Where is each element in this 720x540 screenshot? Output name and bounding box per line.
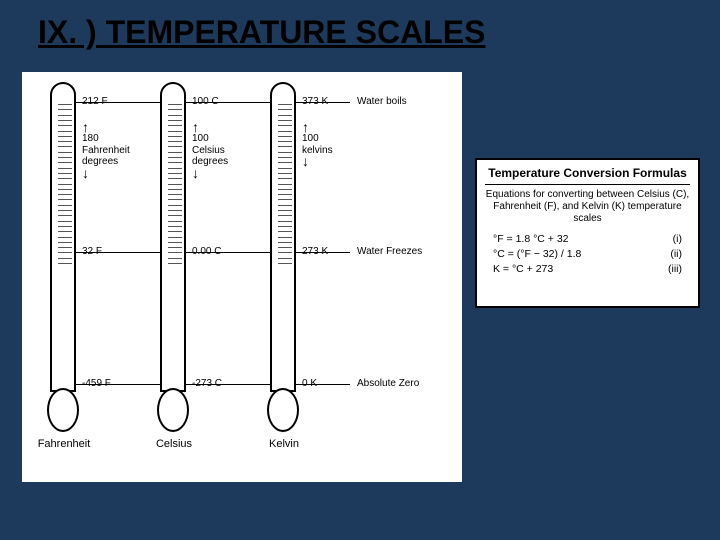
label-water-freezes: Water Freezes (357, 246, 422, 257)
formula-panel: Temperature Conversion Formulas Equation… (475, 158, 700, 308)
label-water-boils: Water boils (357, 96, 407, 107)
thermo-bulb (157, 388, 189, 432)
thermometer-diagram: Water boils Water Freezes Absolute Zero … (22, 72, 462, 482)
f-name: Fahrenheit (24, 438, 104, 450)
thermo-bulb (267, 388, 299, 432)
arrow-up-icon: ↑ (192, 122, 228, 133)
label-absolute-zero: Absolute Zero (357, 378, 419, 389)
thermo-ticks (58, 104, 72, 264)
arrow-up-icon: ↑ (82, 122, 130, 133)
arrow-down-icon: ↓ (82, 168, 130, 179)
arrow-down-icon: ↓ (192, 168, 228, 179)
c-bot-value: -273 C (192, 378, 222, 389)
thermo-body (160, 82, 186, 392)
c-mid-value: 0.00 C (192, 246, 221, 257)
formula-num: (i) (673, 233, 682, 245)
f-bot-value: -459 F (82, 378, 111, 389)
formula-row: K = °C + 273 (iii) (493, 263, 682, 275)
formula-eq: K = °C + 273 (493, 263, 553, 275)
c-top-value: 100 C (192, 96, 219, 107)
page-title: IX. ) TEMPERATURE SCALES (38, 14, 485, 51)
k-mid-value: 273 K (302, 246, 328, 257)
formula-title: Temperature Conversion Formulas (485, 166, 690, 180)
formula-num: (ii) (670, 248, 682, 260)
k-span-group: ↑ 100 kelvins ↓ (302, 122, 333, 167)
thermo-ticks (168, 104, 182, 264)
arrow-up-icon: ↑ (302, 122, 333, 133)
formula-num: (iii) (668, 263, 682, 275)
k-name: Kelvin (244, 438, 324, 450)
k-top-value: 373 K (302, 96, 328, 107)
thermo-bulb (47, 388, 79, 432)
formula-desc: Equations for converting between Celsius… (485, 184, 690, 225)
f-span-group: ↑ 180 Fahrenheit degrees ↓ (82, 122, 130, 179)
c-span-label: 100 Celsius degrees (192, 133, 228, 168)
thermo-ticks (278, 104, 292, 264)
formula-eq: °F = 1.8 °C + 32 (493, 233, 569, 245)
thermo-body (50, 82, 76, 392)
arrow-down-icon: ↓ (302, 156, 333, 167)
formula-row: °C = (°F − 32) / 1.8 (ii) (493, 248, 682, 260)
formula-eq: °C = (°F − 32) / 1.8 (493, 248, 581, 260)
formula-row: °F = 1.8 °C + 32 (i) (493, 233, 682, 245)
c-span-group: ↑ 100 Celsius degrees ↓ (192, 122, 228, 179)
f-top-value: 212 F (82, 96, 108, 107)
c-name: Celsius (134, 438, 214, 450)
f-mid-value: 32 F (82, 246, 102, 257)
f-span-label: 180 Fahrenheit degrees (82, 133, 130, 168)
thermo-body (270, 82, 296, 392)
k-bot-value: 0 K (302, 378, 317, 389)
